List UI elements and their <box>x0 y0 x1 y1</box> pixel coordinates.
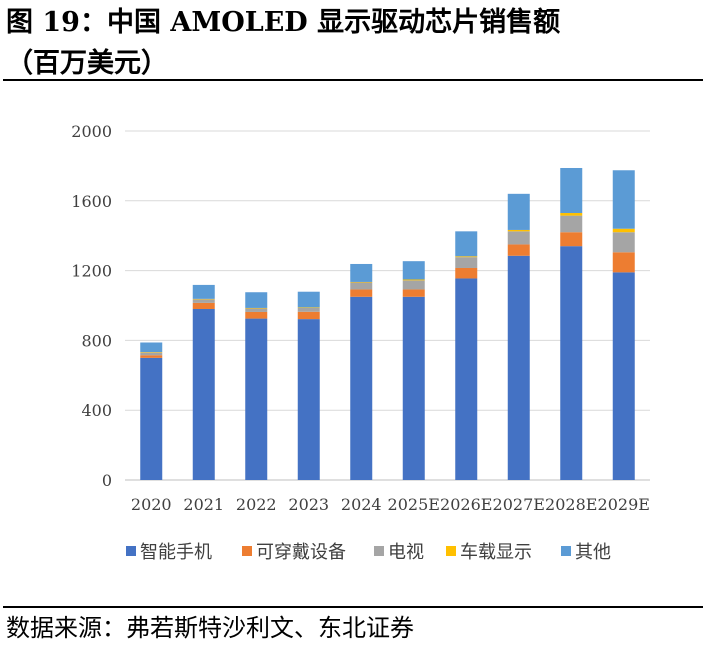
bars <box>140 167 635 480</box>
y-tick-label: 800 <box>81 331 112 350</box>
y-tick-label: 1200 <box>71 262 112 281</box>
bar-segment <box>297 311 320 320</box>
legend-label: 可穿戴设备 <box>256 542 346 563</box>
bar-segment <box>612 272 635 480</box>
bar-segment <box>140 357 163 480</box>
bar-segment <box>455 256 478 258</box>
y-tick-label: 0 <box>102 471 112 490</box>
source-rule <box>3 606 703 608</box>
bar-segment <box>140 352 163 356</box>
bar-segment <box>245 308 268 312</box>
bar-segment <box>140 342 163 353</box>
bar-segment <box>297 307 320 312</box>
bar-segment <box>612 170 635 229</box>
bar-segment <box>402 261 425 280</box>
legend-swatch <box>242 546 252 556</box>
x-tick-label: 2023 <box>288 495 329 514</box>
x-tick-label: 2020 <box>131 495 172 514</box>
bar-segment <box>455 231 478 257</box>
bar-segment <box>297 291 320 308</box>
x-tick-label: 2021 <box>183 495 224 514</box>
bar-segment <box>402 289 425 297</box>
bar-segment <box>192 299 215 303</box>
bar-segment <box>402 296 425 480</box>
bar-segment <box>507 255 530 480</box>
legend-swatch <box>374 546 384 556</box>
y-tick-label: 400 <box>81 401 112 420</box>
bar-segment <box>245 307 268 309</box>
legend-swatch <box>126 546 136 556</box>
bar-segment <box>140 352 163 353</box>
x-tick-label: 2025E <box>388 495 440 514</box>
bar-segment <box>245 292 268 308</box>
bar-segment <box>350 296 373 480</box>
bar-segment <box>297 307 320 308</box>
bar-segment <box>612 228 635 233</box>
y-axis-ticks: 0 400 800 1200 1600 2000 <box>71 122 112 490</box>
bar-segment <box>507 193 530 230</box>
x-tick-label: 2022 <box>236 495 277 514</box>
stacked-bar-chart: 0 400 800 1200 1600 2000 2020 2021 2022 2023 2024… <box>71 122 650 563</box>
bar-segment <box>350 282 373 290</box>
bar-segment <box>402 280 425 290</box>
bar-segment <box>350 289 373 297</box>
bar-segment <box>455 267 478 279</box>
legend-label: 智能手机 <box>140 542 212 563</box>
x-axis-ticks: 2020 2021 2022 2023 2024 2025E 2026E 2027E 2028E… <box>131 495 650 514</box>
x-tick-label: 2024 <box>341 495 382 514</box>
x-tick-label: 2026E <box>440 495 492 514</box>
bar-segment <box>560 213 583 216</box>
bar-segment <box>192 284 215 299</box>
legend-swatch <box>446 546 456 556</box>
bar-segment <box>507 231 530 245</box>
bar-segment <box>350 263 373 282</box>
y-tick-label: 2000 <box>71 122 112 141</box>
source-note: 数据来源：弗若斯特沙利文、东北证券 <box>6 614 414 642</box>
y-tick-label: 1600 <box>71 192 112 211</box>
bar-segment <box>560 232 583 247</box>
bar-segment <box>192 298 215 300</box>
legend-label: 其他 <box>575 542 611 563</box>
bar-segment <box>507 244 530 256</box>
title-rule <box>3 79 703 81</box>
bar-segment <box>612 232 635 253</box>
bar-segment <box>402 279 425 281</box>
bar-segment <box>560 167 583 214</box>
x-tick-label: 2028E <box>545 495 597 514</box>
bar-segment <box>297 319 320 480</box>
figure-title-line-2: （百万美元） <box>6 48 168 79</box>
bar-segment <box>612 252 635 273</box>
bar-segment <box>140 355 163 358</box>
bar-segment <box>455 257 478 268</box>
legend-label: 车载显示 <box>460 542 532 563</box>
bar-segment <box>507 229 530 232</box>
figure-title-line-1: 图 19：中国 AMOLED 显示驱动芯片销售额 <box>6 7 561 38</box>
x-tick-label: 2029E <box>598 495 650 514</box>
bar-segment <box>560 246 583 480</box>
bar-segment <box>192 302 215 309</box>
legend: 智能手机 可穿戴设备 电视 车载显示 其他 <box>126 542 611 563</box>
figure-title: 图 19：中国 AMOLED 显示驱动芯片销售额 （百万美元） <box>6 2 706 84</box>
legend-label: 电视 <box>388 542 424 563</box>
bar-segment <box>245 318 268 480</box>
x-tick-label: 2027E <box>493 495 545 514</box>
bar-segment <box>350 281 373 283</box>
bar-segment <box>192 308 215 480</box>
bar-segment <box>245 311 268 319</box>
bar-segment <box>455 278 478 480</box>
bar-segment <box>560 215 583 233</box>
legend-swatch <box>561 546 571 556</box>
